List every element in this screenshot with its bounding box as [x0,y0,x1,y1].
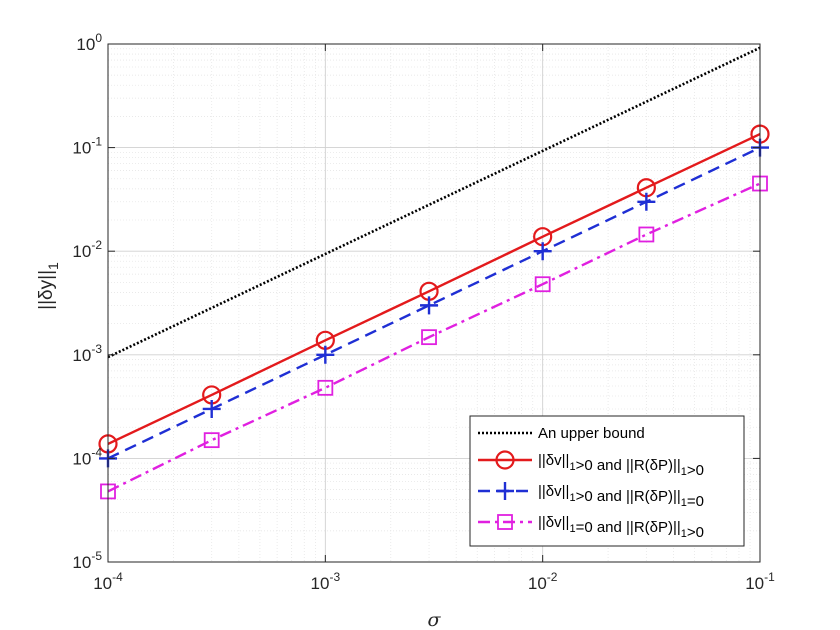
legend-label-part: =0 and ||R(δP)|| [576,519,681,536]
legend-label: ||δv||1=0 and ||R(δP)||1>0 [538,514,704,541]
marker-square [497,514,513,530]
marker-square [534,276,551,293]
x-tick-exponent: -3 [329,570,340,584]
y-axis-label-main: ||δy|| [36,270,57,310]
marker-square [638,226,655,243]
x-tick-base: 10 [93,574,112,593]
series-line-2 [107,133,761,445]
legend-label-part: 1 [569,492,575,504]
y-tick-base: 10 [76,35,95,54]
series-1 [107,46,761,359]
legend-entry-2: ||δv||1>0 and ||R(δP)||1>0 [478,450,704,479]
y-tick-base: 10 [72,242,91,261]
legend-label: ||δv||1>0 and ||R(δP)||1>0 [538,452,704,479]
axes-box [107,43,761,563]
y-tick-label: 10-3 [72,342,102,365]
x-tick-exponent: -1 [764,570,775,584]
y-tick-label: 10-2 [72,238,102,261]
marker-square [317,379,334,396]
legend-label-part: ||δv|| [538,452,569,469]
marker-circle [495,450,515,470]
x-tick-base: 10 [311,574,330,593]
legend-label-part: ||δv|| [538,483,569,500]
marker-square [421,329,437,346]
legend-label-part: >0 and ||R(δP)|| [576,488,681,505]
legend-label: An upper bound [538,425,645,442]
x-tick-exponent: -4 [112,570,123,584]
legend-label-part: An upper bound [538,425,645,442]
y-tick-label: 10-4 [72,445,102,468]
legend-label-part: >0 and ||R(δP)|| [576,457,681,474]
legend-label: ||δv||1>0 and ||R(δP)||1=0 [538,483,704,510]
y-tick-exponent: -5 [91,549,102,563]
legend-label-part: >0 [687,524,704,541]
marker-square [203,432,220,449]
legend-label-part: >0 [687,462,704,479]
y-tick-exponent: -4 [91,445,102,459]
legend-entry-1: An upper bound [478,425,645,442]
legend-entry-4: ||δv||1=0 and ||R(δP)||1>0 [478,514,704,541]
y-tick-label: 10-1 [72,135,102,158]
legend-label-part: ||δv|| [538,514,569,531]
x-tick-label: 10-1 [745,570,775,593]
series-line-4 [107,182,761,493]
marker-plus [496,482,514,500]
y-tick-base: 10 [72,346,91,365]
x-tick-exponent: -2 [547,570,558,584]
y-tick-exponent: 0 [95,31,102,45]
y-tick-base: 10 [72,553,91,572]
svg-text:||δy||1: ||δy||1 [36,262,61,310]
y-tick-exponent: -2 [91,238,102,252]
legend-box [469,415,745,547]
x-axis-label: σ [428,609,442,630]
series-layer [98,46,770,500]
y-axis-label: ||δy||1 [36,262,61,310]
y-tick-exponent: -1 [91,135,102,149]
y-tick-label: 10-5 [72,549,102,572]
x-tick-base: 10 [528,574,547,593]
legend-label-part: 1 [569,461,575,473]
marker-plus [420,296,439,315]
x-tick-label: 10-2 [528,570,558,593]
marker-plus [637,192,656,211]
x-tick-label: 10-4 [93,570,123,593]
y-tick-exponent: -3 [91,342,102,356]
marker-plus [316,345,335,364]
marker-plus [533,242,552,261]
axes [107,43,761,563]
x-tick-base: 10 [745,574,764,593]
y-tick-base: 10 [72,449,91,468]
legend-label-part: 1 [681,466,687,478]
legend-label-part: 1 [681,497,687,509]
series-line-1 [107,46,761,359]
grid [107,43,761,563]
y-axis-label-sub: 1 [45,262,61,270]
legend-label-part: 1 [569,523,575,535]
x-tick-label: 10-3 [311,570,341,593]
y-tick-label: 100 [76,31,102,54]
legend: An upper bound||δv||1>0 and ||R(δP)||1>0… [469,415,745,547]
y-tick-base: 10 [72,139,91,158]
marker-plus [202,399,221,418]
legend-label-part: 1 [681,528,687,540]
legend-label-part: =0 [687,493,704,510]
legend-entry-3: ||δv||1>0 and ||R(δP)||1=0 [478,482,704,510]
